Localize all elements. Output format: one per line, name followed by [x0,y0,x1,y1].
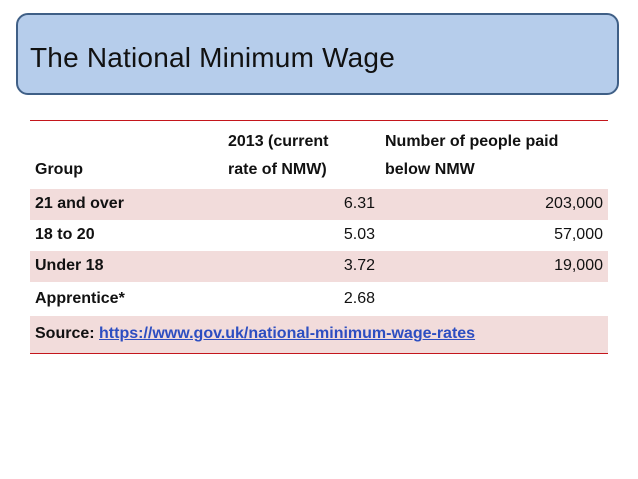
table-row: Under 18 3.72 19,000 [30,250,608,282]
table-row: Apprentice* 2.68 [30,281,608,316]
row-rate: 2.68 [343,289,375,307]
source-row: Source: https://www.gov.uk/national-mini… [30,315,608,354]
row-group: 18 to 20 [35,226,95,243]
row-group: Apprentice* [35,289,125,307]
row-count: 203,000 [545,195,603,212]
header-count-line2: below NMW [385,160,475,178]
row-count: 19,000 [554,257,603,274]
header-count: Number of people paid below NMW [380,121,608,189]
header-count-line1: Number of people paid [385,132,559,150]
table-header-row: Group 2013 (current rate of NMW) Number … [30,120,608,189]
header-rate: 2013 (current rate of NMW) [223,121,380,189]
row-rate: 3.72 [343,257,375,274]
row-count: 57,000 [554,226,603,243]
source-link[interactable]: https://www.gov.uk/national-minimum-wage… [99,325,476,343]
wage-table: Group 2013 (current rate of NMW) Number … [30,120,608,354]
table-row: 21 and over 6.31 203,000 [30,188,608,220]
table-row: 18 to 20 5.03 57,000 [30,219,608,251]
row-group: 21 and over [35,195,124,212]
row-group: Under 18 [35,257,104,274]
source-label: Source: [35,325,95,343]
row-rate: 5.03 [343,226,375,243]
header-rate-line1: 2013 (current [228,132,329,150]
title-box: The National Minimum Wage [16,13,619,95]
slide-title: The National Minimum Wage [30,42,395,73]
header-rate-line2: rate of NMW) [228,160,327,178]
row-rate: 6.31 [343,195,375,212]
source-cell: Source: https://www.gov.uk/national-mini… [30,316,608,354]
header-group: Group [35,160,83,178]
row-count [380,282,608,316]
